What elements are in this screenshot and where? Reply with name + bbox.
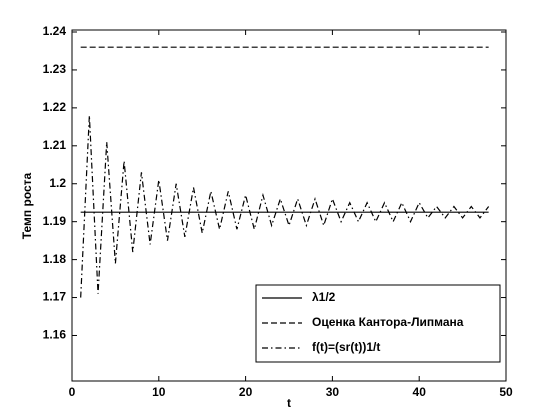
y-axis-label: Темп роста <box>20 172 34 239</box>
y-tick-label: 1.17 <box>43 290 67 304</box>
x-tick-label: 0 <box>69 385 76 399</box>
y-tick-label: 1.22 <box>43 100 67 114</box>
y-tick-label: 1.21 <box>43 138 67 152</box>
legend-label: f(t)=(sr(t))1/t <box>312 340 380 354</box>
legend-label: λ1/2 <box>312 290 336 304</box>
x-tick-label: 40 <box>413 385 427 399</box>
plot-area <box>71 29 507 382</box>
y-tick-label: 1.16 <box>43 328 67 342</box>
y-tick-label: 1.18 <box>43 252 67 266</box>
x-tick-label: 20 <box>239 385 253 399</box>
y-tick-label: 1.24 <box>43 24 67 38</box>
y-tick-label: 1.23 <box>43 62 67 76</box>
x-tick-label: 50 <box>499 385 513 399</box>
legend-label: Оценка Кантора-Липмана <box>312 315 464 329</box>
x-tick-label: 30 <box>326 385 340 399</box>
y-tick-label: 1.2 <box>49 176 66 190</box>
y-tick-label: 1.19 <box>43 214 67 228</box>
x-tick-label: 10 <box>152 385 166 399</box>
x-axis-label: t <box>287 396 291 410</box>
